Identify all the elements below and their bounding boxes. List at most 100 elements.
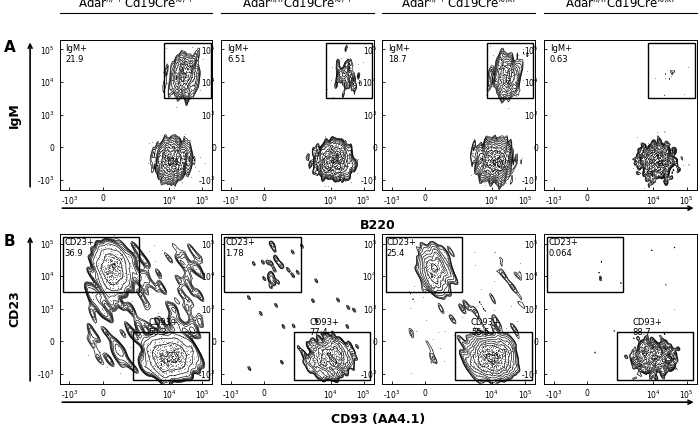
Point — [495, 177, 506, 184]
Point — [336, 145, 347, 152]
Point — [645, 349, 657, 356]
Point — [495, 150, 506, 157]
Point — [136, 366, 148, 373]
Point — [631, 348, 642, 355]
Point — [670, 351, 681, 358]
Point — [665, 341, 676, 348]
Point — [475, 352, 486, 359]
Point — [316, 149, 328, 156]
Point — [166, 147, 177, 154]
Point — [161, 155, 172, 162]
Point — [111, 262, 122, 269]
Point — [660, 173, 671, 180]
Point — [640, 165, 651, 172]
Point — [493, 154, 504, 161]
Point — [651, 152, 662, 159]
Point — [484, 67, 495, 74]
Point — [457, 340, 468, 347]
Point — [330, 364, 341, 371]
Point — [181, 71, 192, 78]
Point — [488, 348, 499, 355]
Point — [158, 172, 169, 179]
Point — [482, 366, 493, 374]
Point — [330, 152, 342, 159]
Point — [189, 71, 200, 78]
Point — [490, 160, 501, 167]
Point — [486, 348, 498, 355]
Point — [645, 360, 657, 367]
Point — [492, 363, 503, 370]
Point — [650, 355, 661, 362]
Point — [102, 267, 113, 274]
Point — [465, 363, 476, 370]
Point — [180, 71, 191, 78]
Point — [170, 348, 181, 355]
Point — [334, 358, 345, 365]
Point — [492, 356, 503, 363]
Point — [657, 360, 668, 367]
Point — [321, 358, 332, 365]
Point — [255, 310, 266, 317]
Point — [330, 165, 341, 172]
Point — [342, 78, 354, 85]
Point — [465, 359, 476, 366]
Point — [160, 348, 171, 355]
Point — [649, 351, 660, 358]
Point — [486, 161, 497, 168]
Point — [652, 152, 663, 159]
Point — [336, 363, 347, 370]
Point — [654, 154, 665, 161]
Point — [327, 369, 338, 376]
Point — [496, 156, 507, 163]
Point — [328, 156, 339, 163]
Point — [655, 161, 666, 168]
Point — [633, 154, 644, 161]
Point — [136, 292, 147, 299]
Point — [638, 361, 650, 368]
Point — [662, 157, 673, 164]
Point — [476, 355, 487, 362]
Point — [335, 350, 346, 357]
Point — [165, 352, 176, 359]
Point — [323, 372, 335, 379]
Point — [669, 349, 680, 356]
Point — [336, 360, 347, 367]
Point — [130, 255, 141, 262]
Point — [156, 372, 167, 379]
Point — [179, 351, 190, 358]
Point — [643, 350, 655, 357]
Point — [183, 310, 194, 317]
Point — [110, 278, 121, 285]
Point — [329, 159, 340, 166]
Point — [434, 273, 445, 280]
Point — [169, 294, 180, 301]
Point — [654, 155, 665, 162]
Point — [654, 146, 666, 153]
Point — [502, 148, 513, 155]
Point — [99, 298, 111, 305]
Point — [654, 363, 666, 370]
Point — [344, 163, 356, 170]
Point — [163, 157, 174, 164]
Point — [161, 356, 172, 363]
Point — [498, 348, 510, 355]
Point — [172, 355, 183, 362]
Point — [515, 160, 526, 167]
Point — [484, 352, 495, 359]
Point — [173, 157, 184, 164]
Point — [181, 81, 193, 88]
Point — [479, 359, 490, 366]
Point — [498, 349, 510, 356]
Point — [333, 165, 344, 172]
Point — [658, 357, 669, 364]
Point — [178, 77, 189, 84]
Point — [167, 159, 178, 166]
Point — [491, 148, 503, 155]
Point — [174, 60, 186, 67]
Point — [164, 156, 176, 163]
Point — [653, 354, 664, 361]
Point — [493, 167, 504, 174]
Point — [162, 139, 174, 146]
Point — [115, 257, 126, 264]
Point — [482, 358, 493, 365]
